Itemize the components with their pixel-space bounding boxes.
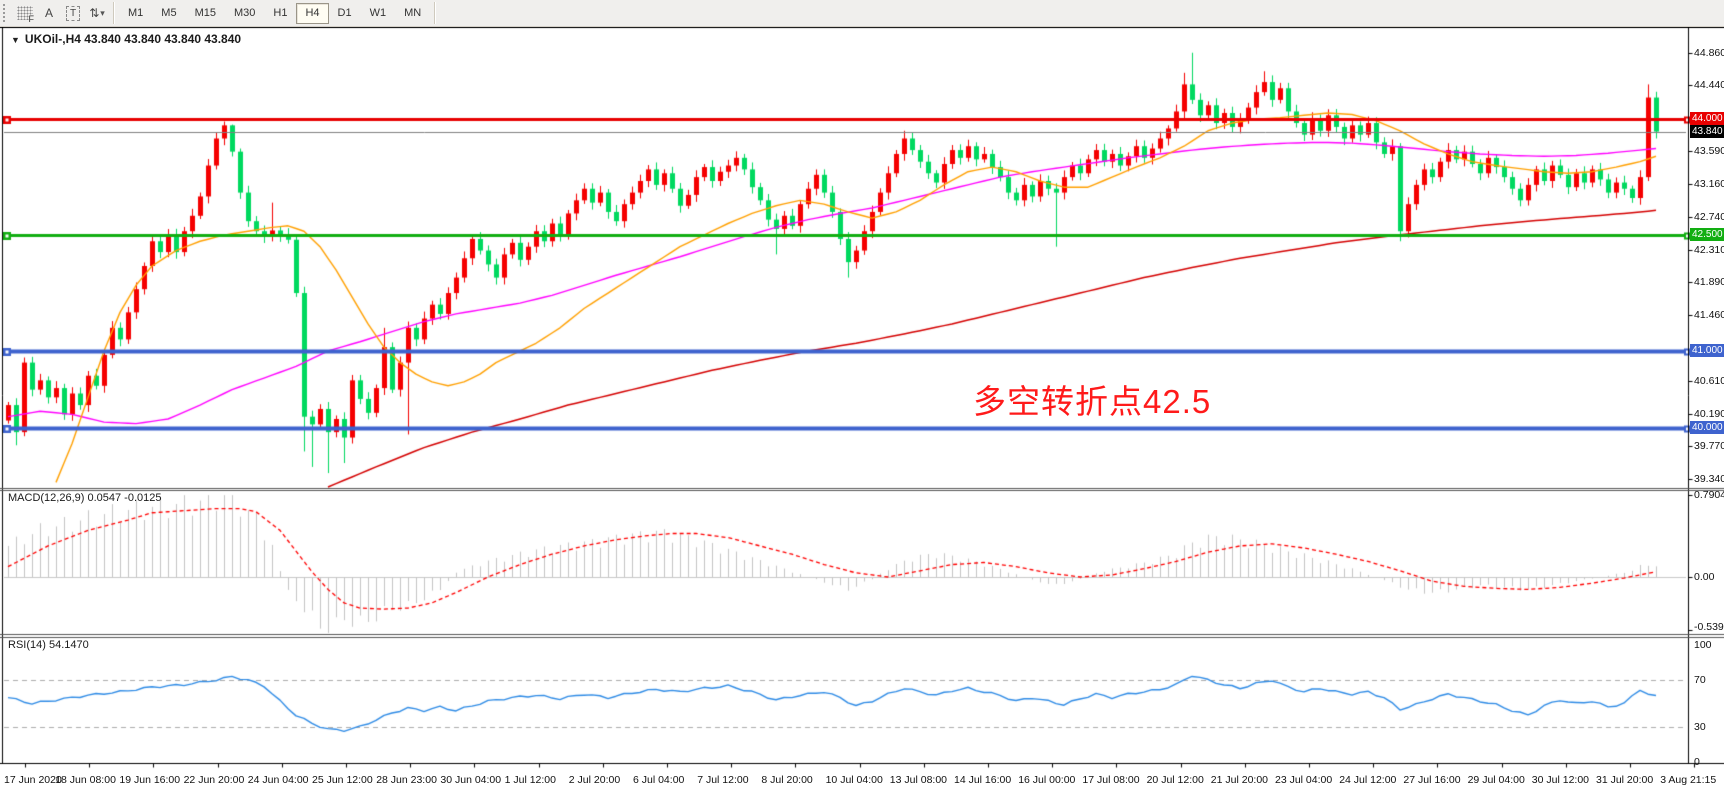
- timeframe-button-h4[interactable]: H4: [296, 2, 329, 24]
- price-tick-label: 41.460: [1694, 309, 1724, 322]
- time-tick-label: 6 Jul 04:00: [633, 774, 685, 786]
- time-tick-label: 1 Jul 12:00: [504, 774, 556, 786]
- price-badge-42.500: 42.500: [1690, 228, 1724, 242]
- time-tick-label: 18 Jun 08:00: [55, 774, 116, 786]
- rsi-tick-label: 70: [1694, 674, 1706, 687]
- price-tick-label: 43.160: [1694, 178, 1724, 191]
- price-tick-label: 44.440: [1694, 79, 1724, 92]
- time-tick-label: 3 Aug 21:15: [1660, 774, 1717, 786]
- time-tick-label: 14 Jul 16:00: [954, 774, 1012, 786]
- rsi-tick-label: 30: [1694, 720, 1706, 733]
- time-tick-label: 13 Jul 08:00: [889, 774, 948, 786]
- chart-window: ▼ UKOil-,H4 43.840 43.840 43.840 43.840 M…: [0, 27, 1724, 792]
- time-tick-label: 19 Jun 16:00: [119, 774, 181, 786]
- time-tick-label: 10 Jul 04:00: [825, 774, 883, 786]
- time-tick-label: 24 Jul 12:00: [1339, 774, 1397, 786]
- price-tick-label: 44.860: [1694, 46, 1724, 59]
- time-tick-label: 21 Jul 20:00: [1210, 774, 1269, 786]
- main-toolbar: F A T ⇅ ▾ M1 M5 M15 M30 H1 H4 D1 W1 MN: [0, 0, 1724, 27]
- chart-symbol-title[interactable]: ▼ UKOil-,H4 43.840 43.840 43.840 43.840: [11, 32, 241, 46]
- time-tick-label: 24 Jun 04:00: [247, 774, 309, 786]
- rsi-tick-label: 0: [1694, 756, 1700, 768]
- price-tick-label: 40.610: [1694, 375, 1724, 388]
- time-tick-label: 31 Jul 20:00: [1596, 774, 1654, 786]
- price-tick-label: 40.190: [1694, 407, 1724, 420]
- timeframe-button-m30[interactable]: M30: [233, 6, 256, 19]
- timeframe-button-h1[interactable]: H1: [273, 6, 288, 19]
- timeframe-button-m5[interactable]: M5: [161, 6, 177, 19]
- toolbar-separator: [113, 2, 115, 24]
- time-tick-label: 20 Jul 12:00: [1146, 774, 1204, 786]
- price-tick-label: 42.310: [1694, 243, 1724, 256]
- cycle-arrows-icon[interactable]: ⇅ ▾: [89, 6, 105, 20]
- price-chart-canvas[interactable]: [0, 27, 1724, 792]
- timeframe-button-w1[interactable]: W1: [369, 6, 387, 19]
- macd-tick-label: 0.00: [1694, 571, 1715, 583]
- price-badge-41.000: 41.000: [1690, 344, 1724, 357]
- macd-tick-label: 0.7904: [1694, 489, 1724, 502]
- time-tick-label: 23 Jul 04:00: [1275, 774, 1333, 786]
- time-tick-label: 8 Jul 20:00: [761, 774, 813, 786]
- price-tick-label: 39.340: [1694, 473, 1724, 486]
- price-badge-40.000: 40.000: [1690, 421, 1724, 435]
- time-tick-label: 17 Jun 2020: [4, 774, 62, 786]
- timeframe-button-d1[interactable]: D1: [337, 6, 352, 19]
- time-tick-label: 30 Jul 12:00: [1531, 774, 1590, 786]
- timeframe-button-m15[interactable]: M15: [194, 6, 216, 19]
- macd-tick-label: -0.5399: [1694, 621, 1724, 633]
- dropdown-caret-icon[interactable]: ▾: [100, 7, 105, 18]
- price-tick-label: 42.740: [1694, 210, 1724, 223]
- time-tick-label: 25 Jun 12:00: [312, 774, 373, 786]
- timeframe-button-mn[interactable]: MN: [404, 6, 422, 19]
- time-tick-label: 2 Jul 20:00: [568, 774, 621, 786]
- time-tick-label: 27 Jul 16:00: [1403, 774, 1461, 786]
- time-tick-label: 30 Jun 04:00: [440, 774, 502, 786]
- time-tick-label: 29 Jul 04:00: [1467, 774, 1525, 786]
- price-tick-label: 39.770: [1694, 440, 1724, 453]
- time-tick-label: 28 Jun 23:00: [376, 774, 437, 786]
- toolbar-grip[interactable]: [3, 4, 9, 22]
- text-label-icon[interactable]: T: [62, 3, 84, 23]
- toolbar-separator: [434, 2, 437, 24]
- rsi-indicator-label: RSI(14) 54.1470: [8, 639, 89, 651]
- templates-grid-icon[interactable]: F: [14, 3, 36, 24]
- chart-dropdown-icon[interactable]: ▼: [11, 35, 20, 45]
- macd-indicator-label: MACD(12,26,9) 0.0547 -0.0125: [8, 492, 162, 504]
- time-tick-label: 16 Jul 00:00: [1018, 774, 1076, 786]
- price-tick-label: 41.890: [1694, 276, 1724, 289]
- time-tick-label: 22 Jun 20:00: [183, 774, 245, 786]
- chart-title-text: UKOil-,H4 43.840 43.840 43.840 43.840: [24, 32, 242, 46]
- time-tick-label: 7 Jul 12:00: [697, 774, 749, 786]
- chart-annotation-text[interactable]: 多空转折点42.5: [973, 383, 1212, 420]
- time-tick-label: 17 Jul 08:00: [1082, 774, 1140, 786]
- rsi-tick-label: 100: [1694, 639, 1712, 651]
- timeframe-bar: M1 M5 M15 M30 H1 H4 D1 W1 MN: [119, 2, 430, 24]
- price-badge-43.840: 43.840: [1690, 124, 1724, 138]
- font-icon[interactable]: A: [44, 6, 53, 20]
- price-badge-44.000: 44.000: [1690, 112, 1724, 126]
- timeframe-button-m1[interactable]: M1: [128, 6, 144, 19]
- price-tick-label: 43.590: [1694, 144, 1724, 157]
